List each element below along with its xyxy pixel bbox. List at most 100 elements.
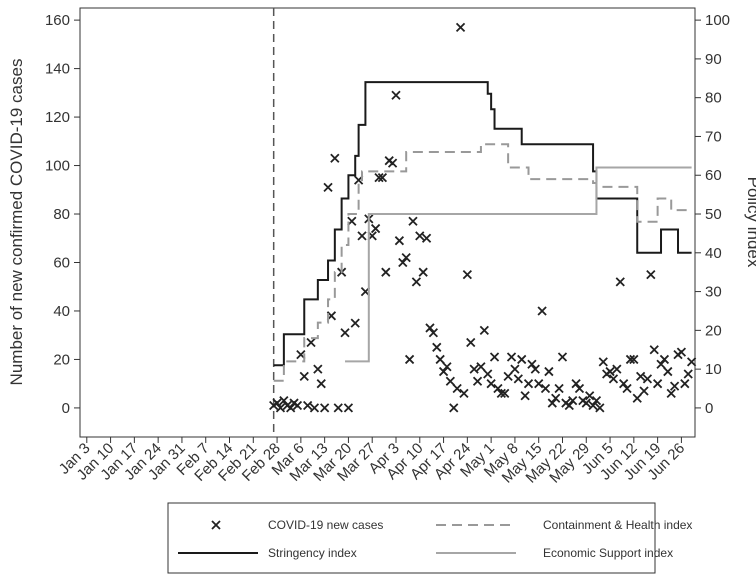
case-marker xyxy=(476,362,486,372)
case-marker xyxy=(404,354,415,365)
case-marker xyxy=(625,354,636,365)
case-marker xyxy=(513,374,523,384)
case-marker xyxy=(415,231,425,241)
case-marker xyxy=(306,337,316,348)
y-tick-label: 160 xyxy=(45,12,70,29)
case-marker xyxy=(629,354,639,365)
y-tick-label: 60 xyxy=(53,254,70,271)
case-marker xyxy=(666,388,676,399)
case-marker xyxy=(544,366,554,377)
case-marker xyxy=(303,400,313,411)
case-marker xyxy=(500,388,510,399)
case-marker xyxy=(574,383,585,394)
y-tick-label: 20 xyxy=(53,351,70,368)
case-marker xyxy=(605,366,615,377)
y2-tick-label: 60 xyxy=(705,167,722,184)
case-marker xyxy=(374,173,384,183)
case-marker xyxy=(598,357,608,367)
case-marker xyxy=(309,403,320,413)
case-marker xyxy=(646,269,656,280)
case-marker xyxy=(551,393,561,403)
case-marker xyxy=(438,366,449,377)
index-line xyxy=(345,166,692,363)
case-marker xyxy=(275,403,286,413)
case-marker xyxy=(452,383,462,394)
case-marker xyxy=(357,231,367,241)
y2-axis-label: Policy index xyxy=(744,177,756,268)
case-marker xyxy=(472,376,483,386)
case-marker xyxy=(408,216,418,226)
case-marker xyxy=(435,354,445,365)
case-marker xyxy=(459,388,469,399)
case-marker xyxy=(370,223,381,234)
case-marker xyxy=(680,379,690,389)
y-tick-label: 120 xyxy=(45,109,70,126)
y-tick-label: 140 xyxy=(45,61,70,78)
case-marker xyxy=(557,352,568,362)
case-marker xyxy=(428,328,439,338)
case-marker xyxy=(401,253,411,263)
case-marker xyxy=(639,386,649,396)
case-marker xyxy=(323,182,333,192)
y2-tick-label: 50 xyxy=(705,206,722,223)
index-line xyxy=(273,143,692,382)
case-marker xyxy=(612,364,622,374)
case-marker xyxy=(686,357,697,367)
case-marker xyxy=(642,374,653,384)
case-marker xyxy=(493,383,503,394)
y-axis-label: Number of new confirmed COVID-19 cases xyxy=(7,59,26,386)
case-marker xyxy=(469,364,479,374)
case-marker xyxy=(432,342,442,352)
case-marker xyxy=(455,22,466,33)
case-marker xyxy=(663,366,673,377)
case-marker xyxy=(466,337,476,348)
case-marker xyxy=(483,369,493,379)
y2-tick-label: 70 xyxy=(705,128,722,145)
case-marker xyxy=(669,381,680,391)
case-marker xyxy=(496,388,506,399)
case-marker xyxy=(517,354,527,365)
case-marker xyxy=(320,403,330,413)
y2-tick-label: 30 xyxy=(705,284,722,301)
case-marker xyxy=(683,369,693,379)
case-marker xyxy=(523,379,534,389)
case-marker xyxy=(391,90,401,100)
y-tick-label: 100 xyxy=(45,158,70,175)
case-marker xyxy=(554,383,564,394)
y2-tick-label: 80 xyxy=(705,90,722,107)
case-marker xyxy=(571,379,581,389)
legend-label: COVID-19 new cases xyxy=(268,518,383,532)
index-line xyxy=(273,81,692,367)
case-marker xyxy=(313,364,323,374)
case-marker xyxy=(340,328,350,338)
y2-tick-label: 90 xyxy=(705,51,722,68)
y-tick-label: 80 xyxy=(53,206,70,223)
case-marker xyxy=(564,400,574,411)
case-marker xyxy=(489,352,500,362)
case-marker xyxy=(292,400,303,411)
case-marker xyxy=(632,393,642,403)
case-marker xyxy=(588,400,598,411)
case-marker xyxy=(387,158,398,168)
legend-symbol xyxy=(211,520,221,530)
y-tick-label: 40 xyxy=(53,303,70,320)
legend-box xyxy=(167,502,656,574)
case-marker xyxy=(591,396,602,406)
case-marker xyxy=(530,364,540,374)
y2-tick-label: 40 xyxy=(705,245,722,262)
case-marker xyxy=(534,379,544,389)
y2-tick-label: 100 xyxy=(705,12,730,29)
case-marker xyxy=(537,306,547,316)
case-marker xyxy=(381,267,391,277)
case-marker xyxy=(333,403,343,413)
case-marker xyxy=(676,347,687,357)
case-marker xyxy=(527,359,537,369)
legend-label: Economic Support index xyxy=(543,546,673,560)
case-marker xyxy=(622,383,632,394)
legend-label: Stringency index xyxy=(268,546,357,560)
case-marker xyxy=(445,376,455,386)
case-marker xyxy=(568,396,578,406)
case-marker xyxy=(411,277,422,287)
case-marker xyxy=(286,403,296,413)
case-marker xyxy=(479,325,489,335)
